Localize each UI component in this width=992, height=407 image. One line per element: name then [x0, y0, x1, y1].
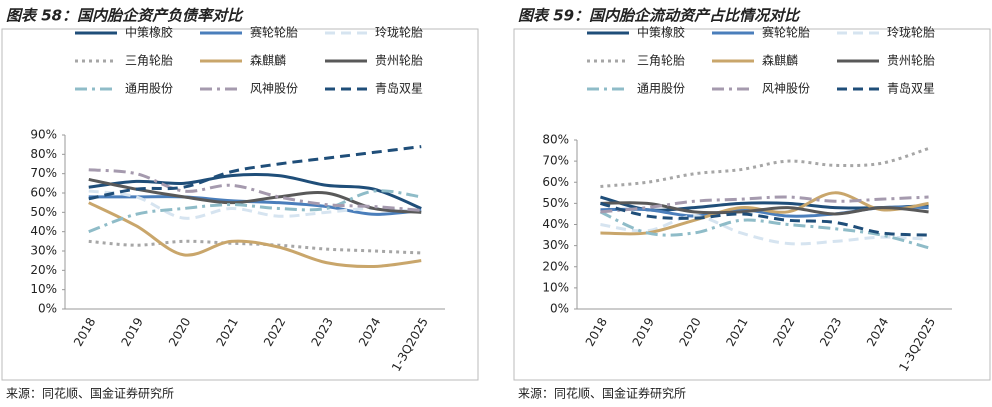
series-line	[88, 145, 422, 201]
x-tick-label: 2020	[166, 315, 193, 348]
y-tick-label: 20%	[30, 263, 57, 277]
legend-label: 赛轮轮胎	[250, 25, 298, 40]
series-line	[600, 214, 929, 246]
y-tick-label: 70%	[30, 166, 57, 180]
legend-label: 风神股份	[250, 82, 298, 96]
y-tick-label: 40%	[542, 217, 569, 231]
series-line	[88, 239, 422, 255]
x-tick-label: 2021	[213, 315, 240, 348]
legend-label: 森麒麟	[250, 53, 286, 68]
y-tick-label: 90%	[30, 128, 57, 142]
y-tick-label: 30%	[542, 238, 569, 252]
legend-label: 森麒麟	[762, 53, 798, 68]
x-tick-label: 2022	[261, 315, 288, 348]
series-line	[600, 201, 929, 216]
legend-label: 三角轮胎	[637, 54, 685, 68]
y-tick-label: 70%	[542, 154, 569, 168]
chart-title: 图表 59：国内胎企流动资产占比情况对比	[518, 7, 801, 25]
y-tick-label: 10%	[30, 282, 57, 296]
legend-label: 玲珑轮胎	[375, 26, 423, 40]
y-tick-label: 50%	[30, 205, 57, 219]
x-tick-label: 1-3Q2025	[896, 315, 938, 374]
x-tick-label: 2019	[630, 315, 657, 348]
y-tick-label: 80%	[542, 133, 569, 147]
legend-label: 风神股份	[762, 82, 810, 96]
legend-label: 中策橡胶	[125, 25, 173, 40]
legend-label: 三角轮胎	[125, 54, 173, 68]
x-tick-label: 2023	[817, 315, 844, 348]
y-tick-label: 80%	[30, 147, 57, 161]
series-line	[600, 195, 929, 214]
y-tick-label: 0%	[38, 302, 57, 316]
y-tick-label: 60%	[30, 186, 57, 200]
legend-label: 玲珑轮胎	[887, 26, 935, 40]
legend-label: 青岛双星	[887, 81, 935, 96]
series-line	[88, 189, 422, 234]
x-tick-label: 2023	[308, 315, 335, 348]
panel-border	[1, 28, 479, 381]
legend-label: 贵州轮胎	[887, 54, 935, 68]
source: 来源：同花顺、国金证券研究所	[6, 386, 174, 401]
y-tick-label: 60%	[542, 175, 569, 189]
x-tick-label: 2018	[71, 315, 98, 348]
legend-label: 贵州轮胎	[375, 54, 423, 68]
y-tick-label: 20%	[542, 259, 569, 273]
y-tick-label: 50%	[542, 196, 569, 210]
series-line	[88, 173, 422, 210]
legend-label: 通用股份	[125, 82, 173, 96]
x-tick-label: 2020	[676, 315, 703, 348]
y-tick-label: 10%	[542, 280, 569, 294]
x-tick-label: 2021	[723, 315, 750, 348]
x-tick-label: 2019	[118, 315, 145, 348]
legend-label: 赛轮轮胎	[762, 25, 810, 40]
y-tick-label: 30%	[30, 244, 57, 258]
series-line	[88, 201, 422, 269]
y-tick-label: 0%	[550, 302, 569, 316]
legend-label: 通用股份	[637, 82, 685, 96]
x-tick-label: 2022	[770, 315, 797, 348]
series-line	[600, 201, 929, 237]
series-line	[600, 147, 930, 188]
y-tick-label: 40%	[30, 224, 57, 238]
x-tick-label: 2024	[864, 315, 891, 348]
x-tick-label: 2018	[583, 315, 610, 348]
chart-title: 图表 58：国内胎企资产负债率对比	[6, 7, 244, 25]
x-tick-label: 1-3Q2025	[389, 315, 431, 374]
panel-border	[513, 28, 991, 381]
series-line	[88, 168, 422, 212]
source: 来源：同花顺、国金证券研究所	[518, 386, 686, 401]
legend-label: 青岛双星	[375, 81, 423, 96]
series-line	[599, 210, 929, 250]
legend-label: 中策橡胶	[637, 25, 685, 40]
x-tick-label: 2024	[356, 315, 383, 348]
